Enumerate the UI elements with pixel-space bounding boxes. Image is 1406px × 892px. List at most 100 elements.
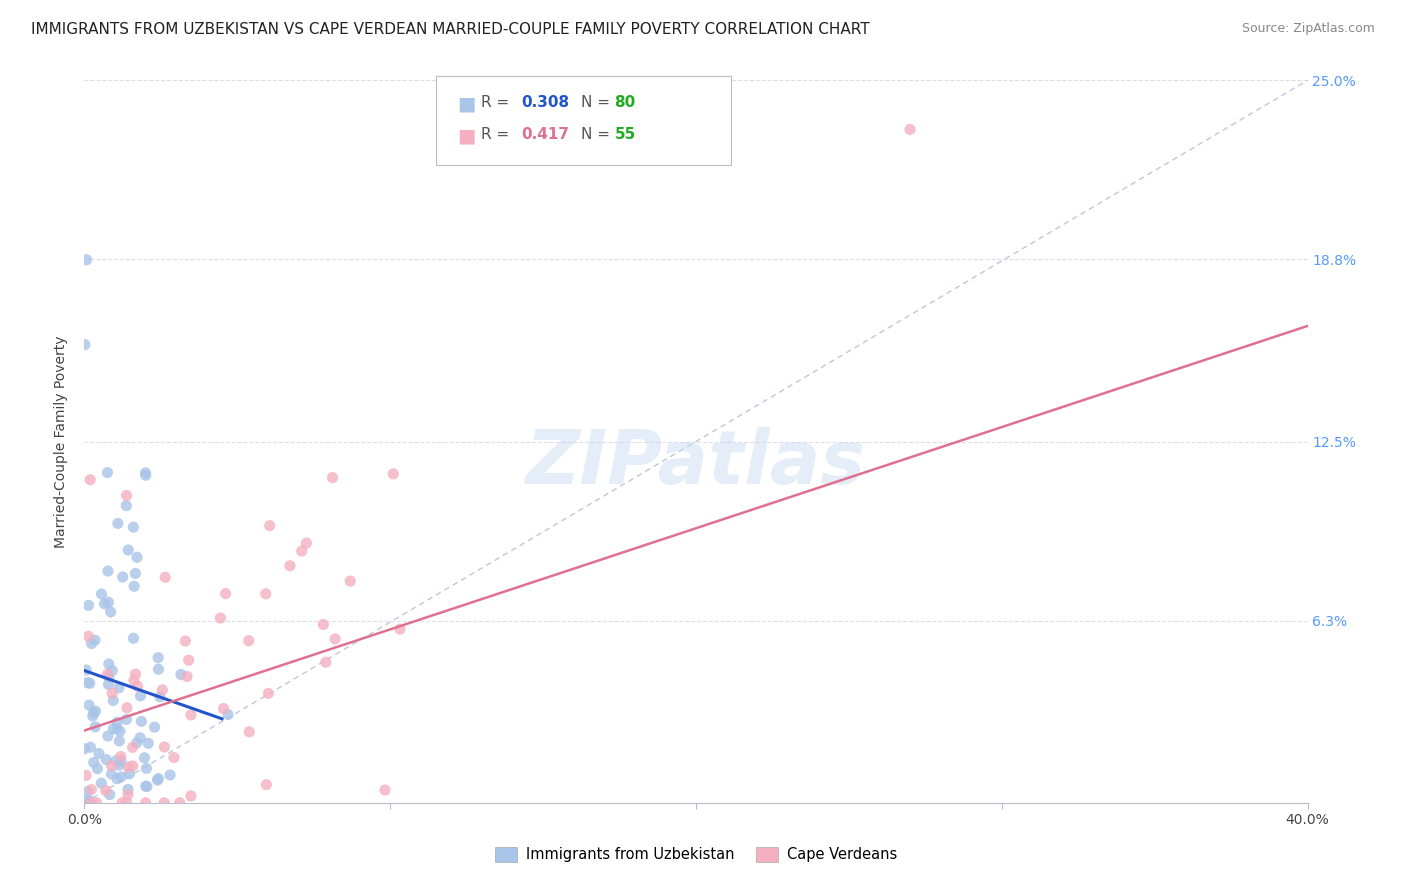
Point <box>124 667 146 681</box>
Point <box>117 760 139 774</box>
Text: N =: N = <box>581 127 614 142</box>
Point <box>107 516 129 531</box>
Point <box>278 558 301 573</box>
Point <box>150 682 173 697</box>
Point <box>315 655 337 669</box>
Point <box>97 677 120 691</box>
Point <box>136 736 159 750</box>
Point <box>97 595 120 609</box>
Point <box>259 518 281 533</box>
Point <box>103 693 125 707</box>
Point <box>254 587 277 601</box>
Point <box>98 788 121 802</box>
Point <box>180 789 202 803</box>
Point <box>135 466 157 480</box>
Point <box>80 782 103 797</box>
Point <box>84 720 107 734</box>
Point <box>108 724 131 739</box>
Text: 0.417: 0.417 <box>522 127 569 142</box>
Point <box>129 731 152 745</box>
Point <box>129 689 152 703</box>
Point <box>374 783 396 797</box>
Text: Source: ZipAtlas.com: Source: ZipAtlas.com <box>1241 22 1375 36</box>
Point <box>118 767 141 781</box>
Point <box>79 794 101 808</box>
Point <box>96 667 118 681</box>
Point <box>238 724 260 739</box>
Point <box>146 773 169 788</box>
Legend: Immigrants from Uzbekistan, Cape Verdeans: Immigrants from Uzbekistan, Cape Verdean… <box>489 841 903 868</box>
Point <box>86 762 108 776</box>
Point <box>101 664 124 678</box>
Point <box>115 499 138 513</box>
Point <box>110 754 132 768</box>
Point <box>77 698 100 712</box>
Text: ■: ■ <box>457 127 475 145</box>
Point <box>105 772 128 786</box>
Point <box>131 714 153 729</box>
Point <box>111 570 134 584</box>
Point <box>100 759 122 773</box>
Point <box>312 617 335 632</box>
Text: R =: R = <box>481 127 515 142</box>
Point <box>96 753 118 767</box>
Point <box>115 795 138 809</box>
Point <box>100 767 122 781</box>
Point <box>84 704 107 718</box>
Point <box>124 566 146 581</box>
Point <box>73 741 96 756</box>
Text: N =: N = <box>581 95 614 110</box>
Point <box>217 707 239 722</box>
Point <box>134 751 156 765</box>
Point <box>97 564 120 578</box>
Point <box>101 686 124 700</box>
Point <box>122 579 145 593</box>
Point <box>86 796 108 810</box>
Point <box>148 772 170 786</box>
Point <box>117 543 139 558</box>
Point <box>80 796 103 810</box>
Point <box>291 544 314 558</box>
Point <box>153 739 176 754</box>
Point <box>177 653 200 667</box>
Point <box>135 779 157 793</box>
Text: ZIPatlas: ZIPatlas <box>526 426 866 500</box>
Point <box>94 783 117 797</box>
Point <box>105 715 128 730</box>
Text: 80: 80 <box>614 95 636 110</box>
Point <box>180 708 202 723</box>
Point <box>135 796 157 810</box>
Point <box>121 740 143 755</box>
Point <box>79 740 101 755</box>
Point <box>103 722 125 736</box>
Point <box>115 713 138 727</box>
Point <box>163 750 186 764</box>
Point <box>174 634 197 648</box>
Point <box>295 536 318 550</box>
Point <box>389 622 412 636</box>
Point <box>100 605 122 619</box>
Point <box>96 466 118 480</box>
Text: IMMIGRANTS FROM UZBEKISTAN VS CAPE VERDEAN MARRIED-COUPLE FAMILY POVERTY CORRELA: IMMIGRANTS FROM UZBEKISTAN VS CAPE VERDE… <box>31 22 869 37</box>
Point <box>97 670 120 684</box>
Point <box>214 586 236 600</box>
Point <box>90 587 112 601</box>
Point <box>898 122 921 136</box>
Point <box>135 761 157 775</box>
Point <box>382 467 405 481</box>
Point <box>257 686 280 700</box>
Point <box>209 611 232 625</box>
Point <box>121 759 143 773</box>
Point <box>77 599 100 613</box>
Point <box>75 768 97 782</box>
Point <box>135 780 157 794</box>
Point <box>93 597 115 611</box>
Point <box>143 720 166 734</box>
Point <box>238 633 260 648</box>
Point <box>79 473 101 487</box>
Point <box>176 669 198 683</box>
Point <box>87 747 110 761</box>
Point <box>75 663 97 677</box>
Point <box>153 796 176 810</box>
Point <box>105 754 128 768</box>
